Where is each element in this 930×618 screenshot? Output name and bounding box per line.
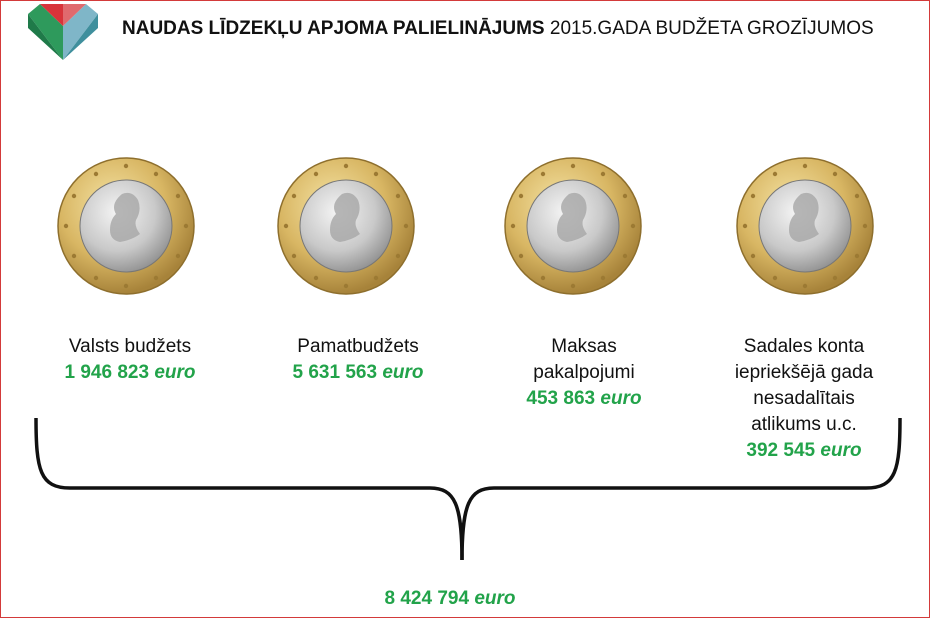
page-title: NAUDAS LĪDZEKĻU APJOMA PALIELINĀJUMS 201… [122, 16, 882, 41]
item-label: nesadalītais [753, 388, 855, 409]
euro-coin-icon [504, 157, 642, 295]
total-amount: 8 424 794 euro [384, 588, 516, 609]
item-label: pakalpojumi [533, 362, 635, 383]
euro-coin-icon [736, 157, 874, 295]
item-amount: 392 545 euro [746, 440, 862, 461]
logo-icon [28, 4, 98, 60]
item-amount: 453 863 euro [526, 388, 642, 409]
title-rest: 2015.GADA BUDŽETA GROZĪJUMOS [544, 18, 874, 39]
item-label: Pamatbudžets [297, 336, 419, 357]
euro-coin-icon [277, 157, 415, 295]
item-amount: 5 631 563 euro [292, 362, 424, 383]
euro-coin-icon [57, 157, 195, 295]
item-pamatbudzets: Pamatbudžets 5 631 563 euro [258, 334, 458, 386]
item-label: atlikums u.c. [751, 414, 857, 435]
item-valsts-budzets: Valsts budžets 1 946 823 euro [30, 334, 230, 386]
item-sadales-konta: Sadales konta iepriekšējā gada nesadalīt… [704, 334, 904, 464]
title-bold: NAUDAS LĪDZEKĻU APJOMA PALIELINĀJUMS [122, 18, 545, 39]
item-label: Sadales konta [743, 336, 865, 357]
item-maksas-pakalpojumi: Maksas pakalpojumi 453 863 euro [484, 334, 684, 412]
item-label: Maksas [551, 336, 617, 357]
item-label: iepriekšējā gada [734, 362, 874, 383]
item-amount: 1 946 823 euro [64, 362, 196, 383]
item-label: Valsts budžets [68, 336, 192, 357]
